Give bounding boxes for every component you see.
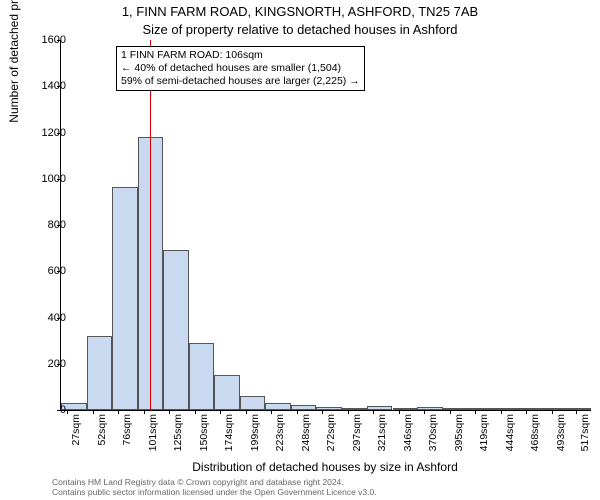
annotation-line3: 59% of semi-detached houses are larger (…: [121, 75, 360, 88]
x-tick-mark: [348, 410, 349, 414]
histogram-bar: [342, 408, 367, 410]
x-tick-mark: [322, 410, 323, 414]
x-tick-label: 321sqm: [376, 414, 388, 474]
x-tick-label: 444sqm: [504, 414, 516, 474]
y-tick-label: 800: [26, 219, 66, 231]
x-tick-label: 76sqm: [121, 414, 133, 474]
property-marker-line: [150, 40, 151, 410]
x-tick-label: 493sqm: [555, 414, 567, 474]
x-tick-label: 27sqm: [70, 414, 82, 474]
chart-title-subtitle: Size of property relative to detached ho…: [0, 22, 600, 37]
x-tick-mark: [67, 410, 68, 414]
histogram-bar: [316, 407, 342, 410]
footer-line2: Contains public sector information licen…: [52, 488, 377, 498]
x-tick-label: 370sqm: [427, 414, 439, 474]
x-tick-label: 297sqm: [351, 414, 363, 474]
x-tick-label: 199sqm: [249, 414, 261, 474]
x-tick-label: 223sqm: [274, 414, 286, 474]
histogram-bar: [291, 405, 316, 410]
x-tick-label: 248sqm: [300, 414, 312, 474]
histogram-bar: [367, 406, 393, 410]
x-tick-mark: [220, 410, 221, 414]
x-tick-mark: [399, 410, 400, 414]
histogram-bar: [570, 408, 591, 410]
histogram-bar: [417, 407, 443, 410]
histogram-bar: [214, 375, 240, 410]
histogram-bar: [519, 408, 545, 410]
x-tick-mark: [246, 410, 247, 414]
y-tick-label: 1600: [26, 34, 66, 46]
x-tick-mark: [424, 410, 425, 414]
annotation-line2: ← 40% of detached houses are smaller (1,…: [121, 62, 360, 75]
histogram-bar: [112, 187, 138, 410]
footer-attribution: Contains HM Land Registry data © Crown c…: [52, 478, 377, 498]
x-tick-label: 150sqm: [198, 414, 210, 474]
histogram-bar: [87, 336, 112, 410]
chart-title-address: 1, FINN FARM ROAD, KINGSNORTH, ASHFORD, …: [0, 4, 600, 19]
plot-area: [60, 40, 591, 411]
x-tick-label: 125sqm: [172, 414, 184, 474]
y-tick-label: 1200: [26, 127, 66, 139]
histogram-bar: [494, 408, 519, 410]
x-tick-mark: [501, 410, 502, 414]
y-tick-label: 400: [26, 312, 66, 324]
x-tick-label: 174sqm: [223, 414, 235, 474]
x-tick-mark: [118, 410, 119, 414]
y-tick-label: 200: [26, 358, 66, 370]
x-tick-mark: [195, 410, 196, 414]
histogram-bar: [240, 396, 265, 410]
annotation-box: 1 FINN FARM ROAD: 106sqm ← 40% of detach…: [116, 46, 365, 91]
x-tick-mark: [552, 410, 553, 414]
x-tick-mark: [93, 410, 94, 414]
x-tick-mark: [297, 410, 298, 414]
histogram-bar: [393, 408, 418, 410]
annotation-line1: 1 FINN FARM ROAD: 106sqm: [121, 49, 360, 62]
y-tick-label: 0: [26, 404, 66, 416]
x-tick-mark: [526, 410, 527, 414]
y-tick-label: 600: [26, 265, 66, 277]
x-tick-mark: [373, 410, 374, 414]
x-tick-mark: [271, 410, 272, 414]
histogram-bar: [189, 343, 214, 410]
x-tick-label: 468sqm: [529, 414, 541, 474]
x-tick-label: 419sqm: [478, 414, 490, 474]
x-tick-mark: [450, 410, 451, 414]
y-axis-label: Number of detached properties: [7, 0, 21, 225]
x-tick-label: 52sqm: [96, 414, 108, 474]
x-tick-label: 272sqm: [325, 414, 337, 474]
y-tick-label: 1000: [26, 173, 66, 185]
x-tick-mark: [144, 410, 145, 414]
y-tick-label: 1400: [26, 80, 66, 92]
x-tick-label: 395sqm: [453, 414, 465, 474]
histogram-bar: [545, 408, 570, 410]
x-tick-mark: [169, 410, 170, 414]
histogram-bar: [265, 403, 291, 410]
x-tick-mark: [475, 410, 476, 414]
chart-container: 1, FINN FARM ROAD, KINGSNORTH, ASHFORD, …: [0, 0, 600, 500]
histogram-bar: [468, 408, 494, 410]
histogram-bar: [163, 250, 189, 410]
x-tick-label: 517sqm: [579, 414, 591, 474]
x-tick-mark: [576, 410, 577, 414]
x-tick-label: 346sqm: [402, 414, 414, 474]
histogram-bar: [443, 408, 468, 410]
x-tick-label: 101sqm: [147, 414, 159, 474]
